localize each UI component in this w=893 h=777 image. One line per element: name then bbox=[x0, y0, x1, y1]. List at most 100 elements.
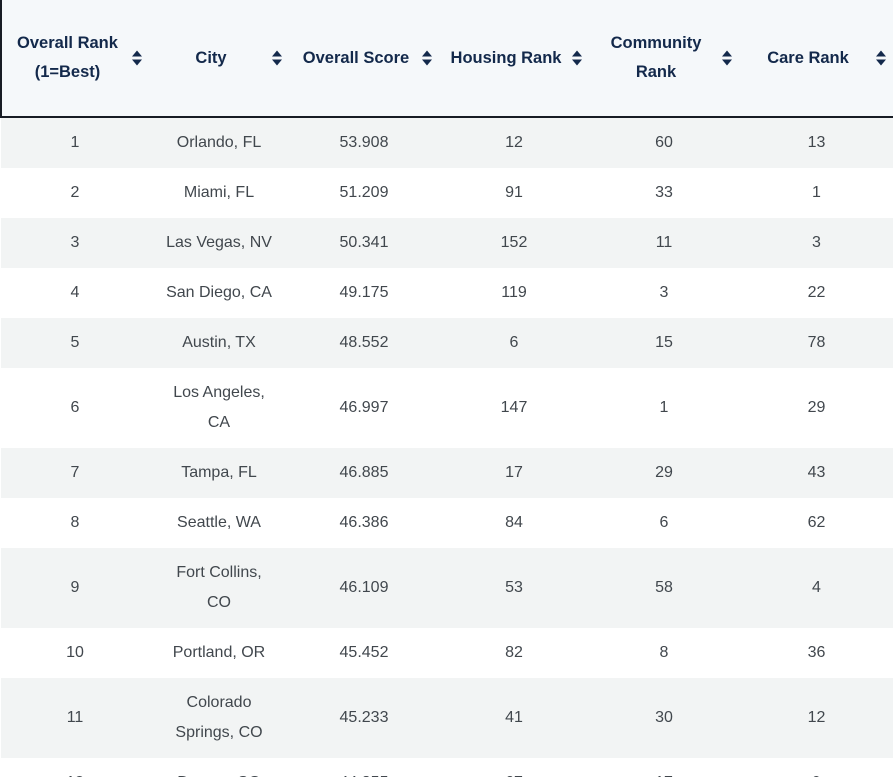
cell-care-rank: 4 bbox=[739, 548, 893, 628]
cell-overall-rank: 2 bbox=[1, 168, 149, 218]
cell-overall-score: 49.175 bbox=[289, 268, 439, 318]
cell-community-rank: 60 bbox=[589, 117, 739, 168]
cell-community-rank: 29 bbox=[589, 448, 739, 498]
cell-overall-rank: 9 bbox=[1, 548, 149, 628]
cell-care-rank: 29 bbox=[739, 368, 893, 448]
column-header-city[interactable]: City bbox=[149, 0, 289, 118]
cell-housing-rank: 147 bbox=[439, 368, 589, 448]
cell-overall-rank: 11 bbox=[1, 678, 149, 758]
cell-housing-rank: 17 bbox=[439, 448, 589, 498]
cell-overall-rank: 6 bbox=[1, 368, 149, 448]
cell-housing-rank: 119 bbox=[439, 268, 589, 318]
cell-overall-rank: 10 bbox=[1, 628, 149, 678]
cell-overall-score: 46.997 bbox=[289, 368, 439, 448]
column-header-care-rank[interactable]: Care Rank bbox=[739, 0, 893, 118]
table-row: 8 Seattle, WA 46.386 84 6 62 bbox=[1, 498, 893, 548]
table-row: 9 Fort Collins, CO 46.109 53 58 4 bbox=[1, 548, 893, 628]
table-header: Overall Rank (1=Best) City Overall Score… bbox=[0, 0, 893, 118]
table-row: 5 Austin, TX 48.552 6 15 78 bbox=[1, 318, 893, 368]
cell-overall-rank: 12 bbox=[1, 758, 149, 777]
cell-care-rank: 62 bbox=[739, 498, 893, 548]
column-label: Overall Rank (1=Best) bbox=[17, 34, 118, 81]
table-row: 4 San Diego, CA 49.175 119 3 22 bbox=[1, 268, 893, 318]
cell-city: Tampa, FL bbox=[149, 448, 289, 498]
cell-city: Los Angeles, CA bbox=[149, 368, 289, 448]
column-header-overall-score[interactable]: Overall Score bbox=[289, 0, 439, 118]
cell-city: Austin, TX bbox=[149, 318, 289, 368]
column-header-community-rank[interactable]: Community Rank bbox=[589, 0, 739, 118]
cell-city: Las Vegas, NV bbox=[149, 218, 289, 268]
cell-overall-rank: 8 bbox=[1, 498, 149, 548]
cell-care-rank: 43 bbox=[739, 448, 893, 498]
cell-overall-score: 46.885 bbox=[289, 448, 439, 498]
cell-overall-score: 45.452 bbox=[289, 628, 439, 678]
cell-care-rank: 12 bbox=[739, 678, 893, 758]
cell-care-rank: 1 bbox=[739, 168, 893, 218]
cell-city: Orlando, FL bbox=[149, 117, 289, 168]
cell-city: Seattle, WA bbox=[149, 498, 289, 548]
cell-city: Fort Collins, CO bbox=[149, 548, 289, 628]
sort-icon[interactable] bbox=[721, 50, 732, 66]
cell-city: Portland, OR bbox=[149, 628, 289, 678]
cell-overall-score: 44.855 bbox=[289, 758, 439, 777]
sort-icon[interactable] bbox=[571, 50, 582, 66]
cell-city: Miami, FL bbox=[149, 168, 289, 218]
column-header-housing-rank[interactable]: Housing Rank bbox=[439, 0, 589, 118]
sort-icon[interactable] bbox=[131, 50, 142, 66]
cell-community-rank: 33 bbox=[589, 168, 739, 218]
cell-city: Denver, CO bbox=[149, 758, 289, 777]
column-label: Overall Score bbox=[302, 48, 410, 67]
cell-overall-rank: 5 bbox=[1, 318, 149, 368]
cell-community-rank: 58 bbox=[589, 548, 739, 628]
cell-community-rank: 6 bbox=[589, 498, 739, 548]
cell-overall-score: 46.386 bbox=[289, 498, 439, 548]
cell-housing-rank: 91 bbox=[439, 168, 589, 218]
cell-housing-rank: 82 bbox=[439, 628, 589, 678]
cell-overall-rank: 3 bbox=[1, 218, 149, 268]
table-row: 2 Miami, FL 51.209 91 33 1 bbox=[1, 168, 893, 218]
cell-housing-rank: 67 bbox=[439, 758, 589, 777]
table-row: 7 Tampa, FL 46.885 17 29 43 bbox=[1, 448, 893, 498]
cell-care-rank: 3 bbox=[739, 218, 893, 268]
header-row: Overall Rank (1=Best) City Overall Score… bbox=[0, 0, 893, 118]
cell-care-rank: 22 bbox=[739, 268, 893, 318]
cell-community-rank: 30 bbox=[589, 678, 739, 758]
table-row: 10 Portland, OR 45.452 82 8 36 bbox=[1, 628, 893, 678]
cell-housing-rank: 12 bbox=[439, 117, 589, 168]
cell-overall-rank: 1 bbox=[1, 117, 149, 168]
cell-housing-rank: 53 bbox=[439, 548, 589, 628]
cell-overall-rank: 7 bbox=[1, 448, 149, 498]
cell-overall-score: 51.209 bbox=[289, 168, 439, 218]
cell-housing-rank: 84 bbox=[439, 498, 589, 548]
sort-icon[interactable] bbox=[421, 50, 432, 66]
table-row: 11 Colorado Springs, CO 45.233 41 30 12 bbox=[1, 678, 893, 758]
table-row: 1 Orlando, FL 53.908 12 60 13 bbox=[1, 117, 893, 168]
cell-community-rank: 11 bbox=[589, 218, 739, 268]
cell-community-rank: 17 bbox=[589, 758, 739, 777]
cell-community-rank: 3 bbox=[589, 268, 739, 318]
cell-overall-rank: 4 bbox=[1, 268, 149, 318]
table-row: 6 Los Angeles, CA 46.997 147 1 29 bbox=[1, 368, 893, 448]
sort-icon[interactable] bbox=[271, 50, 282, 66]
column-label: Care Rank bbox=[767, 48, 849, 67]
cell-housing-rank: 6 bbox=[439, 318, 589, 368]
sort-icon[interactable] bbox=[875, 50, 886, 66]
table-row: 12Denver, CO44.85567179 bbox=[1, 758, 893, 777]
cell-care-rank: 78 bbox=[739, 318, 893, 368]
cell-care-rank: 36 bbox=[739, 628, 893, 678]
cell-overall-score: 53.908 bbox=[289, 117, 439, 168]
cell-city: Colorado Springs, CO bbox=[149, 678, 289, 758]
column-label: Community Rank bbox=[610, 34, 702, 81]
table-row: 3 Las Vegas, NV 50.341 152 11 3 bbox=[1, 218, 893, 268]
cell-city: San Diego, CA bbox=[149, 268, 289, 318]
column-label: Housing Rank bbox=[450, 48, 562, 67]
column-header-overall-rank[interactable]: Overall Rank (1=Best) bbox=[0, 0, 149, 118]
cell-housing-rank: 41 bbox=[439, 678, 589, 758]
cell-community-rank: 15 bbox=[589, 318, 739, 368]
cell-housing-rank: 152 bbox=[439, 218, 589, 268]
cell-overall-score: 48.552 bbox=[289, 318, 439, 368]
column-label: City bbox=[195, 48, 227, 67]
cell-care-rank: 9 bbox=[739, 758, 893, 777]
cell-overall-score: 45.233 bbox=[289, 678, 439, 758]
